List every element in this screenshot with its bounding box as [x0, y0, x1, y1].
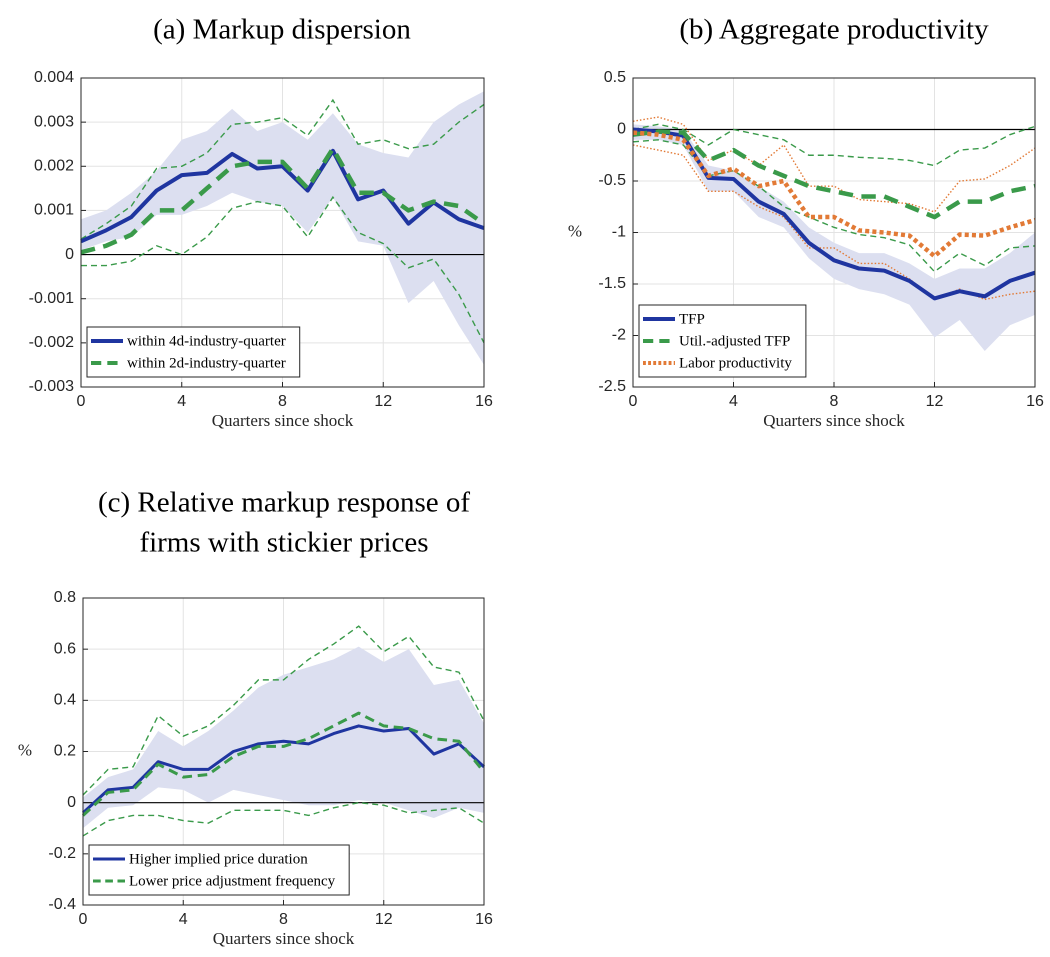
panel-title: (c) Relative markup response of	[98, 487, 470, 519]
x-tick-label: 8	[830, 393, 839, 410]
y-tick-label: -0.002	[29, 334, 74, 351]
y-tick-label: -0.001	[29, 290, 74, 307]
legend-label: Labor productivity	[679, 355, 792, 371]
y-tick-label: -0.003	[29, 378, 74, 395]
y-tick-label: 0	[617, 121, 626, 138]
y-tick-label: -0.2	[48, 845, 76, 862]
series-line	[632, 129, 1036, 220]
x-tick-label: 12	[926, 393, 944, 410]
confidence-line	[82, 801, 485, 837]
x-tick-label: 4	[729, 393, 738, 410]
panel: (b) Aggregate productivity -2.5 -2 -1.5 -1 -0…	[568, 14, 1044, 430]
legend: Higher implied price duration Lower price…	[88, 844, 350, 896]
panel-title: (b) Aggregate productivity	[679, 14, 989, 46]
y-tick-label: -1	[612, 224, 626, 241]
x-tick-label: 4	[177, 393, 186, 410]
x-tick-label: 0	[79, 911, 88, 928]
panel: (c) Relative markup response of firms wit…	[18, 487, 493, 948]
y-tick-label: 0.4	[54, 692, 76, 709]
y-tick-label: 0.6	[54, 640, 76, 657]
legend-label: Higher implied price duration	[129, 851, 308, 867]
x-tick-label: 12	[375, 911, 393, 928]
y-tick-label: 0.2	[54, 743, 76, 760]
panel-title: (a) Markup dispersion	[153, 14, 411, 46]
confidence-line	[632, 123, 1036, 167]
series-line	[81, 711, 486, 817]
panel-title: firms with stickier prices	[139, 527, 428, 559]
confidence-line	[632, 144, 1036, 301]
series-line	[632, 130, 1036, 259]
y-tick-label: 0	[67, 794, 76, 811]
y-axis-label: %	[568, 221, 582, 240]
series-line	[81, 724, 486, 815]
legend-box	[86, 326, 301, 378]
x-tick-label: 8	[278, 393, 287, 410]
series-line	[80, 146, 486, 255]
x-tick-label: 0	[629, 393, 638, 410]
y-tick-label: -2.5	[598, 378, 626, 395]
confidence-band	[81, 91, 484, 365]
x-tick-label: 16	[1026, 393, 1044, 410]
plot-frame	[82, 597, 485, 906]
plot-frame	[632, 77, 1036, 388]
y-tick-label: -1.5	[598, 275, 626, 292]
legend-label: within 2d-industry-quarter	[127, 355, 286, 371]
x-tick-label: 16	[475, 911, 493, 928]
x-tick-label: 12	[374, 393, 392, 410]
x-axis-label: Quarters since shock	[212, 411, 354, 430]
legend-box	[88, 844, 350, 896]
confidence-line	[80, 98, 485, 240]
confidence-line	[81, 195, 485, 344]
plot-frame	[80, 77, 485, 388]
y-tick-label: 0.5	[604, 69, 626, 86]
y-tick-label: -0.4	[48, 896, 76, 913]
y-tick-label: 0	[65, 246, 74, 263]
y-tick-label: 0.002	[34, 158, 74, 175]
y-tick-label: 0.003	[34, 113, 74, 130]
legend-label: within 4d-industry-quarter	[127, 333, 286, 349]
legend: TFP Util.-adjusted TFP Labor productivity	[638, 304, 807, 378]
confidence-line	[632, 139, 1036, 273]
series-line	[80, 148, 485, 244]
legend-label: Util.-adjusted TFP	[679, 333, 790, 349]
y-tick-label: -2	[612, 327, 626, 344]
x-tick-label: 16	[475, 393, 493, 410]
confidence-line	[82, 625, 485, 796]
y-tick-label: 0.001	[34, 202, 74, 219]
y-tick-label: 0.8	[54, 589, 76, 606]
y-tick-label: 0.004	[34, 69, 74, 86]
y-tick-label: -0.5	[598, 172, 626, 189]
legend: within 4d-industry-quarter within 2d-indu…	[86, 326, 301, 378]
x-tick-label: 8	[279, 911, 288, 928]
x-tick-label: 4	[179, 911, 188, 928]
legend-label: Lower price adjustment frequency	[129, 873, 336, 889]
confidence-band	[83, 646, 484, 829]
legend-label: TFP	[679, 311, 705, 327]
x-axis-label: Quarters since shock	[213, 929, 355, 948]
x-tick-label: 0	[77, 393, 86, 410]
panel: (a) Markup dispersion -0.003 -0.002 -0.001 0…	[29, 14, 493, 430]
y-axis-label: %	[18, 740, 32, 759]
x-axis-label: Quarters since shock	[763, 411, 905, 430]
